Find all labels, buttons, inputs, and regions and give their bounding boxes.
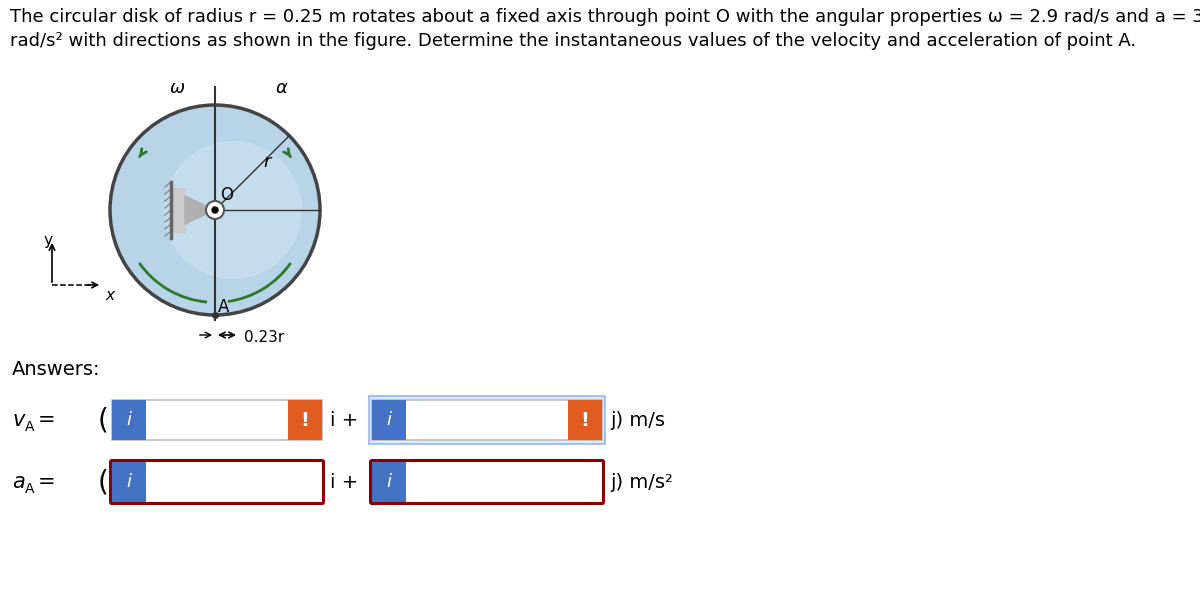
Text: r: r (264, 153, 271, 171)
Circle shape (110, 105, 320, 315)
Text: !: ! (300, 411, 310, 429)
FancyBboxPatch shape (371, 460, 604, 503)
Text: A: A (218, 298, 229, 316)
Text: i +: i + (330, 472, 359, 491)
Text: =: = (38, 472, 55, 492)
Circle shape (206, 201, 224, 219)
Text: Answers:: Answers: (12, 360, 101, 379)
Bar (372, 462, 406, 502)
Text: (: ( (98, 406, 109, 434)
Bar (112, 400, 322, 440)
Text: y: y (44, 233, 53, 248)
Text: rad/s² with directions as shown in the figure. Determine the instantaneous value: rad/s² with directions as shown in the f… (10, 32, 1136, 50)
Text: α: α (275, 79, 287, 97)
Text: a: a (12, 472, 25, 492)
Text: i +: i + (330, 411, 359, 429)
Text: =: = (38, 410, 55, 430)
Bar (112, 462, 146, 502)
Bar (172, 188, 185, 232)
Text: The circular disk of radius r = 0.25 m rotates about a fixed axis through point : The circular disk of radius r = 0.25 m r… (10, 8, 1200, 26)
Bar (372, 400, 406, 440)
Text: O: O (220, 186, 233, 204)
Text: i: i (126, 473, 132, 491)
Text: i: i (386, 411, 391, 429)
Circle shape (212, 207, 218, 213)
Text: x: x (106, 288, 114, 303)
Bar (288, 400, 322, 440)
Circle shape (164, 141, 301, 278)
Text: i: i (386, 473, 391, 491)
Text: v: v (12, 410, 24, 430)
Bar (568, 400, 602, 440)
Bar (372, 400, 602, 440)
Bar (370, 396, 605, 444)
Text: j) m/s²: j) m/s² (610, 472, 673, 491)
Text: (: ( (98, 468, 109, 496)
Text: j) m/s: j) m/s (610, 411, 665, 429)
Bar (112, 400, 146, 440)
Text: A: A (25, 420, 35, 434)
Text: ω: ω (170, 79, 185, 97)
Text: A: A (25, 482, 35, 496)
Text: i: i (126, 411, 132, 429)
FancyBboxPatch shape (110, 460, 324, 503)
Text: !: ! (581, 411, 589, 429)
Polygon shape (185, 196, 215, 224)
Text: 0.23r: 0.23r (244, 330, 284, 344)
